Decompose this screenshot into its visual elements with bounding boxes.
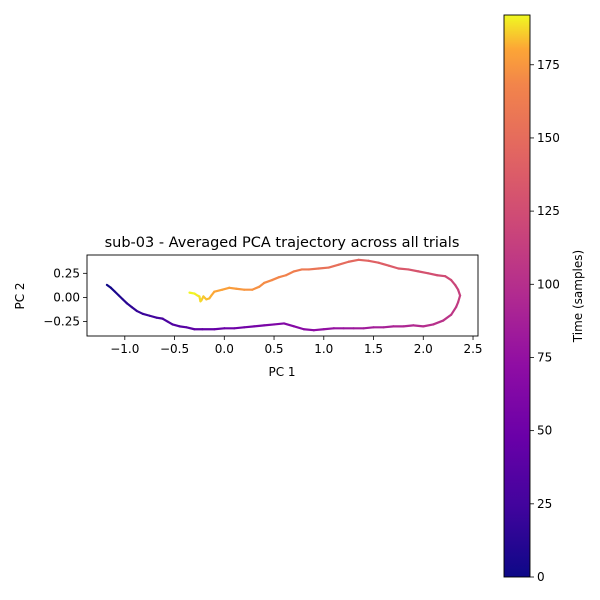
y-tick-label: 0.25: [53, 266, 80, 280]
trajectory-segment: [397, 267, 410, 271]
x-tick-label: 2.0: [414, 342, 433, 356]
trajectory-segment: [382, 325, 395, 329]
colorbar-ticks: 0 25 50 75 100 125 150 175: [530, 58, 560, 584]
trajectory-segment: [407, 268, 420, 273]
trajectory-segment: [436, 274, 447, 278]
trajectory-segment: [284, 270, 296, 277]
colorbar-label: Time (samples): [571, 250, 585, 343]
y-tick-label: 0.00: [53, 290, 80, 304]
trajectory-segment: [213, 327, 226, 331]
trajectory-segment: [213, 288, 224, 293]
x-tick-label: 1.5: [364, 342, 383, 356]
trajectory-segment: [262, 278, 274, 285]
colorbar: [503, 14, 531, 578]
trajectory-segment: [362, 326, 375, 330]
trajectory-segment: [347, 258, 360, 263]
x-axis-label: PC 1: [268, 365, 295, 379]
trajectory-segment: [178, 325, 188, 329]
trajectory-segment: [417, 270, 430, 275]
trajectory-segment: [282, 322, 296, 328]
trajectory-segment: [387, 264, 400, 270]
x-tick-label: 0.5: [264, 342, 283, 356]
trajectory-segment: [221, 286, 231, 291]
x-axis: −1.0 −0.5 0.0 0.5 1.0 1.5 2.0 2.5: [110, 336, 483, 356]
trajectory-segment: [233, 326, 246, 330]
x-tick-label: 2.5: [463, 342, 482, 356]
trajectory-segment: [292, 268, 303, 273]
colorbar-tick-label: 75: [537, 350, 552, 364]
trajectory-segment: [412, 324, 425, 328]
trajectory-segment: [148, 314, 158, 319]
trajectory-segment: [442, 313, 453, 322]
trajectory-segment: [141, 312, 151, 317]
colorbar-tick-label: 150: [537, 131, 560, 145]
trajectory-segment: [262, 323, 276, 327]
y-axis-label: PC 2: [13, 282, 27, 309]
chart-title: sub-03 - Averaged PCA trajectory across …: [105, 235, 460, 251]
trajectory-segment: [337, 260, 350, 266]
trajectory-segment: [444, 275, 453, 282]
x-tick-label: −1.0: [110, 342, 139, 356]
trajectory-segment: [377, 261, 390, 267]
x-tick-label: 0.0: [215, 342, 234, 356]
trajectory-segment: [457, 294, 462, 304]
colorbar-tick-label: 25: [537, 497, 552, 511]
trajectory-segment: [302, 328, 315, 332]
trajectory-segment: [312, 328, 325, 332]
y-axis: −0.25 0.00 0.25: [43, 266, 87, 329]
trajectory-segment: [327, 263, 340, 269]
colorbar-tick-label: 175: [537, 58, 560, 72]
trajectory-series: [105, 258, 462, 332]
trajectory-segment: [307, 267, 320, 271]
colorbar-tick-label: 50: [537, 424, 552, 438]
trajectory-segment: [235, 287, 246, 291]
trajectory-segment: [253, 324, 266, 328]
x-tick-label: −0.5: [160, 342, 189, 356]
trajectory-segment: [422, 323, 435, 328]
trajectory-segment: [432, 319, 445, 326]
trajectory-segment: [277, 274, 288, 279]
trajectory-segment: [272, 322, 286, 326]
colorbar-tick-label: 125: [537, 204, 560, 218]
plot-frame: [86, 254, 479, 337]
trajectory-segment: [402, 324, 415, 328]
trajectory-segment: [292, 325, 305, 331]
trajectory-segment: [251, 285, 261, 291]
trajectory-segment: [322, 327, 335, 331]
trajectory-segment: [367, 259, 380, 264]
trajectory-segment: [185, 326, 196, 331]
trajectory-segment: [427, 272, 439, 277]
trajectory-segment: [188, 291, 196, 295]
y-tick-label: −0.25: [43, 315, 80, 329]
x-tick-label: 1.0: [314, 342, 333, 356]
trajectory-segment: [171, 323, 181, 328]
colorbar-tick-label: 0: [537, 570, 545, 584]
trajectory-segment: [270, 276, 281, 282]
trajectory-segment: [135, 309, 144, 315]
trajectory-segment: [357, 258, 370, 262]
trajectory-segment: [228, 286, 238, 290]
trajectory-segment: [450, 305, 458, 316]
trajectory-segment: [317, 266, 330, 270]
colorbar-tick-label: 100: [537, 277, 560, 291]
trajectory-segment: [243, 325, 256, 329]
